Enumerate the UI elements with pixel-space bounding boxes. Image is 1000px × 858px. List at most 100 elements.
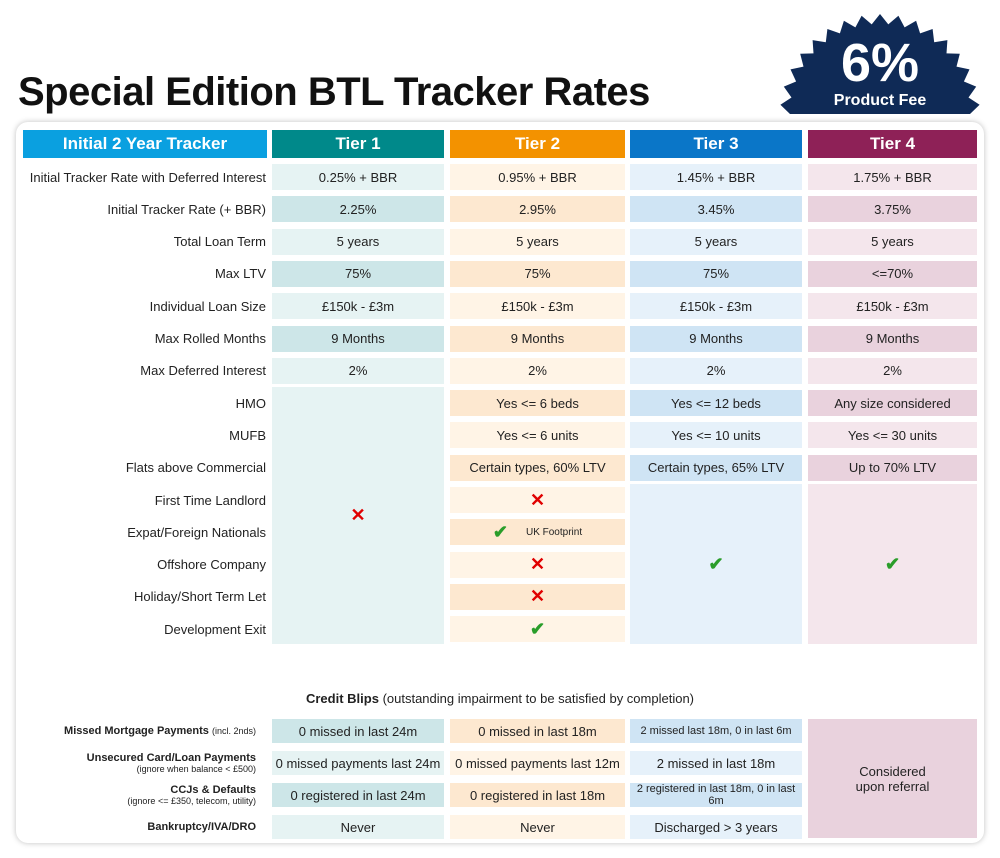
cross-icon: ✕ [529, 554, 546, 575]
product-fee-badge: 6% Product Fee [780, 14, 980, 114]
tier-header-3: Tier 3 [630, 130, 802, 158]
row-label: Max Rolled Months [154, 331, 266, 346]
table-cell: Any size considered [808, 390, 977, 417]
table-cell: 2% [272, 357, 444, 384]
table-cell: £150k - £3m [808, 293, 977, 320]
credit-row-label: Missed Mortgage Payments (incl. 2nds) [20, 717, 256, 745]
merged-cell: ✕ [272, 387, 444, 645]
table-cell: ✕ [450, 487, 625, 513]
credit-title-bold: Credit Blips [305, 691, 379, 706]
table-cell: Yes <= 6 units [450, 422, 625, 449]
credit-cell: Never [272, 815, 444, 839]
check-icon: ✔ [884, 553, 901, 574]
table-cell: Certain types, 60% LTV [450, 454, 625, 481]
row-label: Max LTV [214, 266, 266, 282]
credit-cell: 0 missed in last 24m [272, 719, 444, 743]
credit-row-label: Unsecured Card/Loan Payments (ignore when… [20, 749, 256, 777]
table-cell: ✕ [450, 551, 625, 578]
page-title: Special Edition BTL Tracker Rates [18, 70, 650, 114]
table-cell: 1.45% + BBR [630, 164, 802, 190]
credit-row-label: CCJs & Defaults (ignore <= £350, telecom,… [20, 781, 256, 809]
cell-note: UK Footprint [525, 526, 583, 538]
table-cell: Certain types, 65% LTV [630, 454, 802, 481]
table-cell: 0.25% + BBR [272, 164, 444, 190]
credit-cell: 2 registered in last 18m, 0 in last 6m [630, 783, 802, 807]
table-cell: 2% [450, 357, 625, 384]
table-cell: 9 Months [630, 325, 802, 352]
row-label: Initial Tracker Rate (+ BBR) [107, 201, 266, 217]
table-cell: 2.95% [450, 196, 625, 223]
credit-cell: 0 missed payments last 24m [272, 751, 444, 775]
table-cell: £150k - £3m [630, 293, 802, 320]
credit-cell: 0 missed payments last 12m [450, 751, 625, 775]
check-icon: ✔ [492, 521, 508, 542]
merged-cell: ✔ [630, 484, 802, 645]
table-cell: 75% [272, 260, 444, 287]
cross-icon: ✕ [529, 586, 546, 607]
table-cell: Up to 70% LTV [808, 454, 977, 481]
credit-note: (ignore <= £350, telecom, utility) [127, 796, 256, 806]
cross-icon: ✕ [529, 489, 546, 510]
credit-cell: Never [450, 815, 625, 839]
check-icon: ✔ [529, 618, 546, 639]
credit-label: Bankruptcy/IVA/DRO [147, 821, 256, 833]
merged-cell: ✔ [808, 484, 977, 645]
badge-value: 6% [840, 33, 920, 93]
table-cell: £150k - £3m [272, 293, 444, 320]
credit-cell: 2 missed last 18m, 0 in last 6m [630, 719, 802, 743]
credit-row-label: Bankruptcy/IVA/DRO [20, 813, 256, 841]
table-cell: 9 Months [272, 325, 444, 352]
table-cell: ✔ UK Footprint [450, 519, 625, 546]
check-icon: ✔ [708, 553, 724, 574]
row-label: Initial Tracker Rate with Deferred Inter… [29, 169, 266, 185]
table-cell: Yes <= 30 units [808, 422, 977, 449]
credit-title-rest: (outstanding impairment to be satisfied … [378, 691, 694, 706]
table-cell: <=70% [808, 260, 977, 287]
table-cell: 75% [630, 260, 802, 287]
credit-label: CCJs & Defaults [170, 784, 256, 796]
table-cell: 75% [450, 260, 625, 287]
row-label: Expat/Foreign Nationals [127, 524, 266, 540]
table-cell: Yes <= 12 beds [630, 390, 802, 417]
credit-label: Missed Mortgage Payments [64, 725, 209, 737]
badge-label: Product Fee [833, 92, 927, 109]
credit-cell: 0 registered in last 18m [450, 783, 625, 807]
credit-label: Unsecured Card/Loan Payments [86, 752, 256, 764]
table-cell: 0.95% + BBR [450, 164, 625, 190]
credit-tier4-cell: Considered upon referral [808, 719, 977, 838]
credit-blips-title: Credit Blips (outstanding impairment to … [0, 691, 1000, 709]
row-label: HMO [235, 395, 266, 411]
table-cell: 5 years [630, 228, 802, 255]
row-label: Offshore Company [157, 557, 266, 573]
tier-header-2: Tier 2 [450, 130, 625, 158]
table-cell: 2.25% [272, 196, 444, 223]
table-cell: £150k - £3m [450, 293, 625, 320]
credit-inline-note: (incl. 2nds) [211, 726, 256, 736]
table-cell: 3.75% [808, 196, 977, 223]
tier-header-4: Tier 4 [808, 130, 977, 158]
table-cell: 1.75% + BBR [808, 164, 977, 190]
credit-cell: 2 missed in last 18m [630, 751, 802, 775]
table-cell: 5 years [272, 228, 444, 255]
table-cell: ✕ [450, 583, 625, 610]
row-label: First Time Landlord [154, 492, 266, 508]
row-label: MUFB [229, 427, 266, 443]
table-cell: Yes <= 6 beds [450, 390, 625, 417]
starburst-icon [780, 14, 980, 114]
table-cell: ✔ [450, 616, 625, 643]
credit-cell: 0 missed in last 18m [450, 719, 625, 743]
credit-cell: Discharged > 3 years [630, 815, 802, 839]
table-cell: 9 Months [808, 325, 977, 352]
credit-note: (ignore when balance < £500) [136, 764, 256, 774]
row-label: Total Loan Term [173, 234, 266, 250]
table-cell: 9 Months [450, 325, 625, 352]
tier-header-1: Tier 1 [272, 130, 444, 158]
credit-cell: 0 registered in last 24m [272, 783, 444, 807]
row-label: Holiday/Short Term Let [134, 589, 266, 605]
table-cell: Yes <= 10 units [630, 422, 802, 449]
row-label: Individual Loan Size [149, 298, 266, 314]
table-cell: 3.45% [630, 196, 802, 223]
cross-icon: ✕ [350, 505, 366, 526]
row-label: Flats above Commercial [125, 460, 266, 476]
label-header: Initial 2 Year Tracker [23, 130, 267, 158]
